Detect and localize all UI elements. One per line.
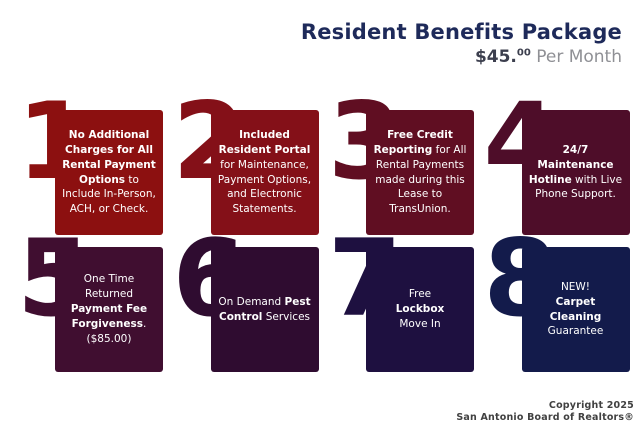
price-amount: $45.: [474, 47, 517, 67]
benefit-card-7: 7 Free Lockbox Move In: [326, 226, 482, 377]
copyright-line1: Copyright 2025: [548, 400, 634, 412]
price-cents: 00: [516, 47, 531, 59]
header: Resident Benefits Package $45.00 Per Mon…: [301, 20, 622, 67]
card-text: Free Credit Reporting for All Rental Pay…: [373, 128, 467, 216]
card-panel: Included Resident Portal for Maintenance…: [210, 110, 319, 235]
card-panel: Free Credit Reporting for All Rental Pay…: [366, 110, 474, 235]
benefit-card-1: 1 No Additional Charges for All Rental P…: [15, 89, 171, 240]
card-panel: No Additional Charges for All Rental Pay…: [55, 110, 163, 235]
benefit-card-2: 2 Included Resident Portal for Maintenan…: [171, 89, 327, 240]
benefit-card-5: 5 One Time Returned Payment Fee Forgiven…: [15, 226, 171, 377]
card-text: On Demand Pest Control Services: [218, 295, 311, 323]
card-text: Included Resident Portal for Maintenance…: [217, 128, 312, 216]
card-text: NEW! Carpet Cleaning Guarantee: [547, 280, 604, 338]
copyright: Copyright 2025 San Antonio Board of Real…: [456, 400, 634, 424]
price-suffix: Per Month: [530, 47, 622, 67]
copyright-line2: San Antonio Board of Realtors®: [456, 412, 634, 424]
card-text: No Additional Charges for All Rental Pay…: [62, 128, 156, 216]
benefits-grid: 1 No Additional Charges for All Rental P…: [15, 89, 638, 377]
card-panel: One Time Returned Payment Fee Forgivenes…: [55, 247, 163, 372]
card-panel: NEW! Carpet Cleaning Guarantee: [521, 247, 630, 372]
card-text: One Time Returned Payment Fee Forgivenes…: [70, 273, 148, 345]
benefit-card-4: 4 24/7 Maintenance Hotline with Live Phon…: [482, 89, 638, 240]
card-text: 24/7 Maintenance Hotline with Live Phone …: [528, 143, 623, 201]
card-text: Free Lockbox Move In: [395, 288, 445, 330]
card-panel: Free Lockbox Move In: [366, 247, 474, 372]
benefit-card-6: 6 On Demand Pest Control Services: [171, 226, 327, 377]
benefit-card-3: 3 Free Credit Reporting for All Rental P…: [326, 89, 482, 240]
card-panel: On Demand Pest Control Services: [210, 247, 319, 372]
page-title: Resident Benefits Package: [300, 20, 622, 44]
benefit-card-8: 8 NEW! Carpet Cleaning Guarantee: [482, 226, 638, 377]
price: $45.00 Per Month: [301, 47, 622, 67]
card-panel: 24/7 Maintenance Hotline with Live Phone …: [521, 110, 630, 235]
